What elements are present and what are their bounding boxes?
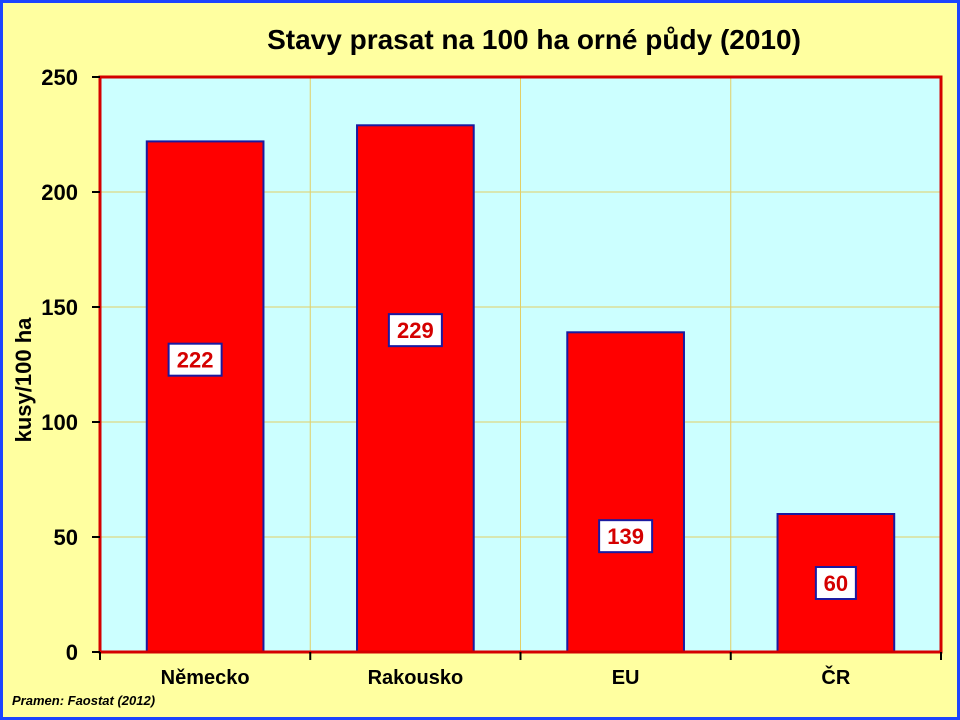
data-label-box — [167, 342, 223, 377]
chart-title: Stavy prasat na 100 ha orné půdy (2010) — [267, 24, 801, 55]
x-axis-categories: Německo Rakousko EU ČR — [99, 652, 942, 689]
y-tick-label: 0 — [66, 640, 78, 665]
y-tick-label: 100 — [41, 410, 78, 435]
y-tick-label: 150 — [41, 295, 78, 320]
data-label: 222 — [177, 348, 214, 373]
y-tick-label: 250 — [41, 65, 78, 90]
x-category-label: EU — [612, 667, 640, 689]
source-note: Pramen: Faostat (2012) — [12, 693, 155, 708]
data-label: 229 — [397, 318, 434, 343]
x-category-label: Rakousko — [368, 667, 464, 689]
y-tick-label: 50 — [54, 525, 78, 550]
y-tick-label: 200 — [41, 180, 78, 205]
x-category-label: Německo — [161, 667, 250, 689]
data-label-box — [387, 313, 443, 348]
data-label: 139 — [607, 524, 644, 549]
data-label: 60 — [824, 571, 848, 596]
y-axis-ticks: 0 50 100 150 200 250 — [41, 65, 100, 665]
data-label-box — [814, 566, 857, 600]
data-label-box — [598, 519, 654, 554]
x-category-label: ČR — [821, 665, 850, 689]
y-axis-label: kusy/100 ha — [11, 317, 36, 443]
bar-rakousko — [356, 124, 475, 654]
bar-německo — [145, 140, 265, 653]
data-labels: 222 229 139 60 — [167, 313, 857, 600]
bars — [145, 124, 896, 654]
bar-eu — [566, 331, 685, 653]
